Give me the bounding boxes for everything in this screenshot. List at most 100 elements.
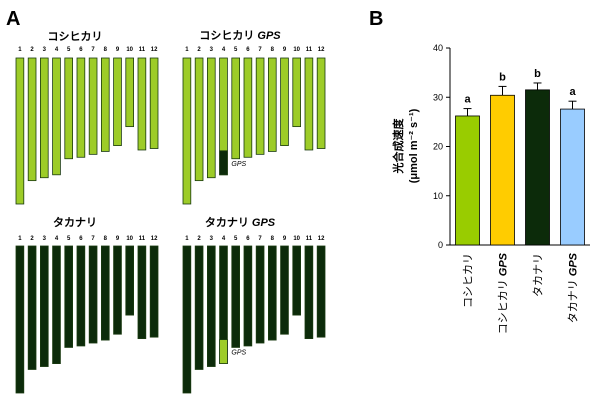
- chromosome-number: 5: [234, 236, 238, 242]
- chromosome-number: 2: [30, 47, 34, 53]
- chromosome-number: 7: [91, 47, 95, 53]
- chromosome-5: [231, 245, 241, 348]
- panel-b-label: B: [369, 8, 384, 30]
- chromosome-10: [292, 245, 301, 316]
- chromosome-number: 7: [258, 236, 262, 242]
- y-axis-title-line2: (μmol m⁻² s⁻¹): [408, 108, 420, 183]
- chromosome-7: [255, 57, 265, 155]
- gps-introgression-segment: [219, 339, 228, 365]
- chromosome-number: 3: [43, 47, 47, 53]
- karyotype-title-main: タカナリ: [53, 216, 97, 229]
- bar-1: [455, 115, 480, 246]
- chromosome-11: [304, 245, 314, 340]
- bar-2: [490, 94, 515, 246]
- panel-a-label: A: [6, 8, 21, 30]
- chromosome-6: [243, 245, 253, 347]
- gps-introgression-segment: [219, 150, 228, 176]
- karyotype-title: タカナリ: [53, 216, 97, 229]
- chromosome-2: [27, 245, 37, 370]
- category-label: コシヒカリ: [462, 253, 475, 308]
- category-label: タカナリ GPS: [567, 252, 580, 323]
- chromosome-12: [149, 57, 159, 149]
- chromosome-number: 6: [79, 47, 83, 53]
- y-axis-title: 光合成速度 (μmol m⁻² s⁻¹): [391, 108, 420, 183]
- chromosome-number: 7: [91, 236, 95, 242]
- chromosome-9: [280, 57, 289, 146]
- category-label: コシヒカリ GPS: [497, 252, 510, 334]
- chromosome-6: [243, 57, 253, 158]
- chromosome-number: 10: [293, 47, 300, 53]
- chromosome-number: 12: [151, 236, 158, 242]
- chromosome-number: 11: [306, 236, 313, 242]
- chromosome-number: 9: [283, 236, 287, 242]
- significance-letter: b: [534, 68, 541, 80]
- chromosome-12: [149, 245, 159, 338]
- chromosome-number: 12: [318, 47, 325, 53]
- chromosome-7: [88, 57, 98, 155]
- chromosome-2: [27, 57, 37, 182]
- chromosome-7: [88, 245, 98, 344]
- chromosome-5: [231, 57, 241, 160]
- chromosome-6: [76, 57, 86, 158]
- chromosome-number: 11: [139, 236, 146, 242]
- chromosome-10: [292, 57, 301, 128]
- chromosome-number: 9: [283, 47, 287, 53]
- chromosome-number: 6: [79, 236, 83, 242]
- chromosome-number: 8: [271, 236, 275, 242]
- chromosome-6: [76, 245, 86, 347]
- chromosome-number: 9: [116, 47, 120, 53]
- chromosome-number: 4: [222, 236, 226, 242]
- y-tick-label: 20: [433, 142, 443, 152]
- chromosome-9: [113, 57, 122, 146]
- y-tick-label: 10: [433, 191, 443, 201]
- chromosome-10: [125, 57, 135, 128]
- chromosome-number: 5: [234, 47, 238, 53]
- chromosome-number: 2: [197, 47, 201, 53]
- chromosome-7: [255, 245, 265, 344]
- category-label: タカナリ: [532, 253, 545, 297]
- chromosome-number: 11: [306, 47, 313, 53]
- chromosome-number: 11: [139, 47, 146, 53]
- significance-letter: a: [569, 86, 576, 98]
- chromosome-number: 6: [246, 236, 250, 242]
- bar-3: [525, 89, 550, 246]
- chromosome-number: 4: [55, 47, 59, 53]
- chromosome-number: 6: [246, 47, 250, 53]
- chromosome-12: [316, 57, 326, 149]
- chromosome-number: 1: [18, 236, 22, 242]
- chromosome-3: [206, 57, 216, 179]
- karyotype-title-suffix: GPS: [257, 30, 281, 42]
- chromosome-number: 4: [55, 236, 59, 242]
- photosynthesis-bar-chart: 0 10 20 30 40 光合成速度 (μmol m⁻² s⁻¹) a コシヒカリ b コシヒカリ…: [391, 43, 590, 334]
- chromosome-number: 3: [43, 236, 47, 242]
- gps-segment-label: GPS: [231, 350, 246, 357]
- karyotype-title-main: コシヒカリ: [199, 29, 257, 42]
- chromosome-1: [15, 57, 25, 205]
- chromosome-number: 4: [222, 47, 226, 53]
- karyotype-title: コシヒカリ: [48, 30, 103, 43]
- chromosome-8: [267, 245, 277, 341]
- chromosome-number: 2: [197, 236, 201, 242]
- chromosome-number: 10: [293, 236, 300, 242]
- chromosome-8: [267, 57, 277, 152]
- bar-4: [560, 108, 585, 246]
- karyotype-title-suffix: GPS: [252, 217, 276, 229]
- chromosome-3: [206, 245, 216, 367]
- y-axis-title-line1: 光合成速度: [391, 118, 405, 175]
- chromosome-5: [64, 57, 74, 160]
- chromosome-5: [64, 245, 74, 348]
- chromosome-number: 8: [271, 47, 275, 53]
- significance-letter: b: [499, 71, 506, 83]
- chromosome-number: 10: [126, 47, 133, 53]
- chromosome-number: 7: [258, 47, 262, 53]
- chromosome-9: [113, 245, 122, 335]
- chromosome-3: [40, 57, 49, 179]
- y-tick-label: 0: [438, 240, 443, 250]
- chromosome-3: [40, 245, 49, 367]
- chromosome-11: [137, 57, 147, 151]
- karyotype-title-main: タカナリ: [205, 216, 252, 229]
- chromosome-number: 3: [210, 47, 214, 53]
